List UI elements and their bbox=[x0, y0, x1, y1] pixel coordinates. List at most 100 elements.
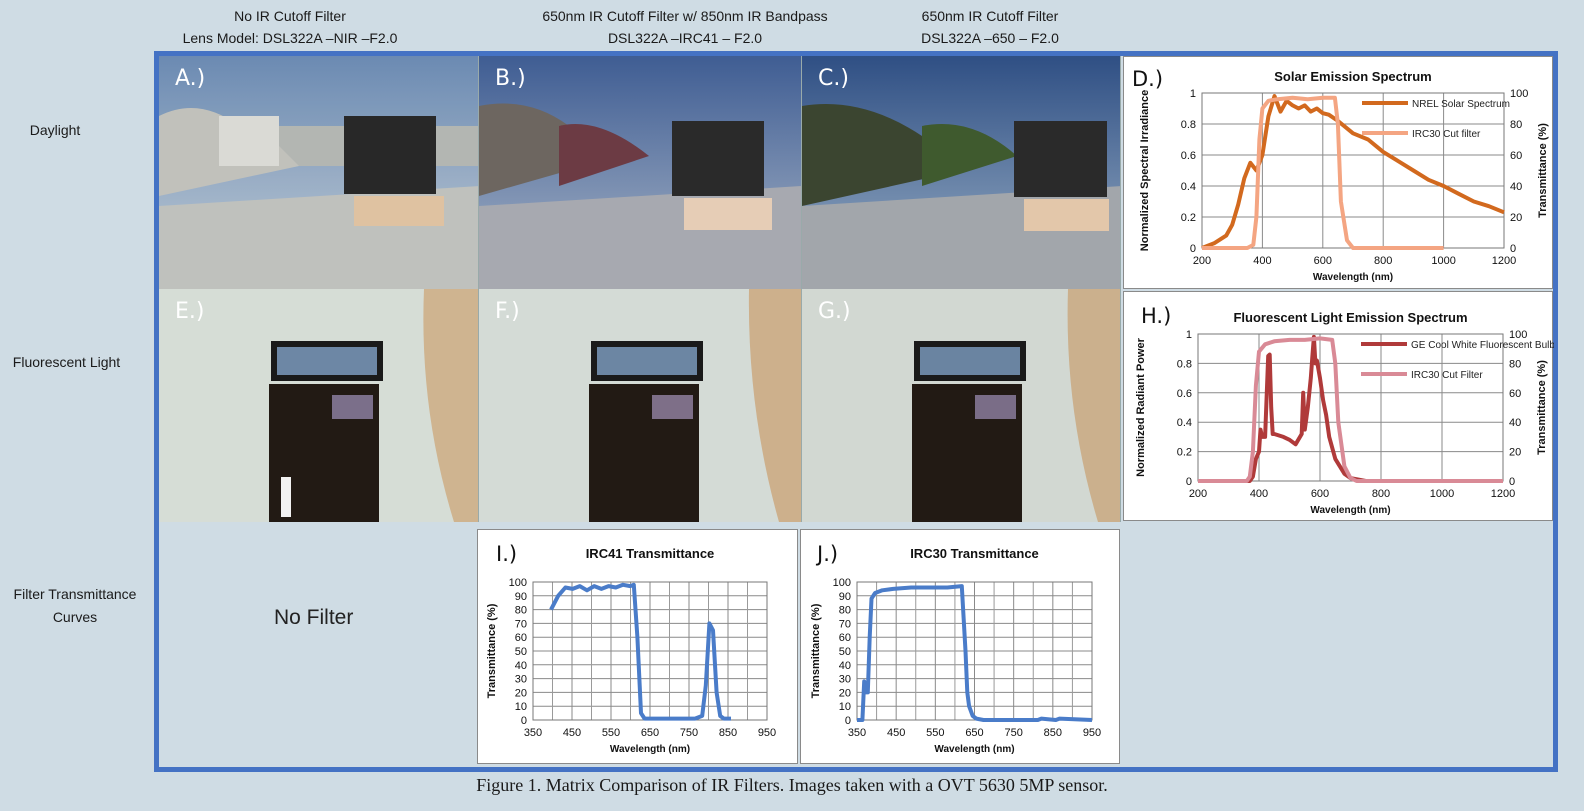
y-tick-label: 30 bbox=[839, 674, 851, 686]
y-axis-label: Normalized Spectral Irradiance bbox=[1139, 90, 1151, 251]
series-line bbox=[857, 584, 1093, 722]
y-tick-label: 0.6 bbox=[1181, 150, 1196, 162]
x-tick-label: 850 bbox=[719, 727, 737, 739]
x-axis-label: Wavelength (nm) bbox=[934, 744, 1014, 755]
plot-border bbox=[856, 581, 1093, 721]
row-label-daylight: Daylight bbox=[29, 122, 81, 138]
chart-d-box: Solar Emission Spectrum 0 0.2 0.4 0.6 0.8 1 0 20… bbox=[1123, 56, 1553, 289]
panel-letter-a: A.) bbox=[175, 66, 206, 91]
y2-tick-label: 0 bbox=[1510, 243, 1516, 255]
chart-title: Fluorescent Light Emission Spectrum bbox=[1233, 310, 1467, 325]
figure-frame: A.) B.) C.) bbox=[154, 51, 1558, 772]
y2-tick-label: 20 bbox=[1510, 212, 1522, 224]
y2-axis-label: Transmittance (%) bbox=[1537, 123, 1549, 218]
header-col-1-line1: No IR Cutoff Filter bbox=[234, 8, 346, 24]
figure-caption: Figure 1. Matrix Comparison of IR Filter… bbox=[476, 775, 1108, 795]
series-line bbox=[549, 582, 731, 721]
y-tick-label: 0.4 bbox=[1181, 181, 1196, 193]
plot-border bbox=[1197, 333, 1504, 482]
y-tick-label: 20 bbox=[839, 687, 851, 699]
x-tick-label: 200 bbox=[1189, 488, 1207, 500]
x-tick-label: 550 bbox=[926, 727, 944, 739]
header-col-3: 650nm IR Cutoff Filter DSL322A –650 – F2… bbox=[870, 5, 1110, 49]
x-tick-label: 750 bbox=[1004, 727, 1022, 739]
y-tick-label: 10 bbox=[515, 701, 527, 713]
x-tick-label: 950 bbox=[1083, 727, 1101, 739]
x-tick-label: 600 bbox=[1311, 488, 1329, 500]
y2-tick-label: 100 bbox=[1510, 88, 1528, 100]
chart-title: IRC30 Transmittance bbox=[910, 546, 1039, 561]
no-filter-label: No Filter bbox=[274, 606, 354, 629]
panel-letter-f: F.) bbox=[495, 299, 520, 324]
y2-tick-label: 0 bbox=[1509, 476, 1515, 488]
y-tick-label: 90 bbox=[839, 591, 851, 603]
y-tick-label: 30 bbox=[515, 674, 527, 686]
panel-letter-b: B.) bbox=[495, 66, 526, 91]
y2-tick-label: 40 bbox=[1509, 417, 1521, 429]
y-tick-label: 0 bbox=[1190, 243, 1196, 255]
y-tick-label: 0 bbox=[1186, 476, 1192, 488]
row-label-filter: Filter Transmittance Curves bbox=[4, 583, 146, 629]
x-tick-label: 950 bbox=[758, 727, 776, 739]
header-col-3-line1: 650nm IR Cutoff Filter bbox=[921, 8, 1059, 24]
photo-daylight-irc41-image bbox=[479, 56, 801, 289]
panel-letter-i: I.) bbox=[496, 542, 518, 566]
y2-tick-label: 80 bbox=[1510, 119, 1522, 131]
x-tick-label: 650 bbox=[641, 727, 659, 739]
y2-tick-label: 100 bbox=[1509, 329, 1527, 341]
y-tick-label: 10 bbox=[839, 701, 851, 713]
legend-label: GE Cool White Fluorescent Bulb bbox=[1411, 340, 1554, 351]
chart-h-box: Fluorescent Light Emission Spectrum 0 0.2 0… bbox=[1123, 291, 1555, 521]
x-tick-label: 400 bbox=[1253, 255, 1271, 267]
x-tick-label: 850 bbox=[1044, 727, 1062, 739]
photo-fluorescent-irc30-image bbox=[802, 289, 1120, 522]
y-tick-label: 0.2 bbox=[1181, 212, 1196, 224]
y-tick-label: 100 bbox=[833, 577, 851, 589]
x-tick-label: 1200 bbox=[1491, 488, 1515, 500]
y-tick-label: 0.4 bbox=[1177, 417, 1192, 429]
y2-tick-label: 60 bbox=[1509, 388, 1521, 400]
y-tick-label: 70 bbox=[839, 618, 851, 630]
legend-label: IRC30 Cut Filter bbox=[1411, 370, 1483, 381]
photo-daylight-irc30: C.) bbox=[802, 56, 1121, 289]
photo-fluorescent-irc41-image bbox=[479, 289, 801, 522]
chart-i: IRC41 Transmittance010203040506070809010… bbox=[486, 546, 776, 755]
x-tick-label: 450 bbox=[563, 727, 581, 739]
photo-fluorescent-irc41: F.) bbox=[479, 289, 802, 522]
header-col-3-line2: DSL322A –650 – F2.0 bbox=[921, 30, 1059, 46]
panel-letter-j: J.) bbox=[817, 542, 839, 566]
y-tick-label: 60 bbox=[839, 632, 851, 644]
panel-letter-g: G.) bbox=[818, 299, 851, 324]
y-tick-label: 80 bbox=[839, 605, 851, 617]
y-tick-label: 1 bbox=[1186, 329, 1192, 341]
photo-fluorescent-irc30: G.) bbox=[802, 289, 1121, 522]
y-tick-label: 80 bbox=[515, 605, 527, 617]
y-tick-label: 0 bbox=[845, 715, 851, 727]
y-tick-label: 20 bbox=[515, 687, 527, 699]
y-tick-label: 0 bbox=[521, 715, 527, 727]
x-tick-label: 550 bbox=[602, 727, 620, 739]
x-tick-label: 350 bbox=[848, 727, 866, 739]
y-axis-label: Transmittance (%) bbox=[486, 603, 498, 698]
y2-tick-label: 60 bbox=[1510, 150, 1522, 162]
chart-h: Fluorescent Light Emission Spectrum 0 0.2 0… bbox=[1135, 310, 1555, 516]
photo-daylight-no-filter-image bbox=[159, 56, 478, 289]
legend-label: IRC30 Cut filter bbox=[1412, 129, 1481, 140]
panel-letter-c: C.) bbox=[818, 66, 849, 91]
y-tick-label: 70 bbox=[515, 618, 527, 630]
chart-j-box: IRC30 Transmittance 0 10 20 30 40 50 60 70 80 90 10… bbox=[800, 529, 1120, 764]
x-tick-label: 750 bbox=[680, 727, 698, 739]
photo-daylight-no-filter: A.) bbox=[159, 56, 479, 289]
x-tick-label: 600 bbox=[1314, 255, 1332, 267]
row-label-filter-line2: Curves bbox=[52, 609, 98, 625]
y-tick-label: 0.6 bbox=[1177, 388, 1192, 400]
y2-tick-label: 20 bbox=[1509, 447, 1521, 459]
y-tick-label: 50 bbox=[515, 646, 527, 658]
y2-tick-label: 40 bbox=[1510, 181, 1522, 193]
header-col-2-line1: 650nm IR Cutoff Filter w/ 850nm IR Bandp… bbox=[542, 8, 828, 24]
legend-label: NREL Solar Spectrum bbox=[1412, 99, 1510, 110]
series-line bbox=[1198, 336, 1503, 483]
y-tick-label: 0.2 bbox=[1177, 447, 1192, 459]
y2-axis-label: Transmittance (%) bbox=[1536, 360, 1548, 455]
header-col-1: No IR Cutoff Filter Lens Model: DSL322A … bbox=[160, 5, 420, 49]
